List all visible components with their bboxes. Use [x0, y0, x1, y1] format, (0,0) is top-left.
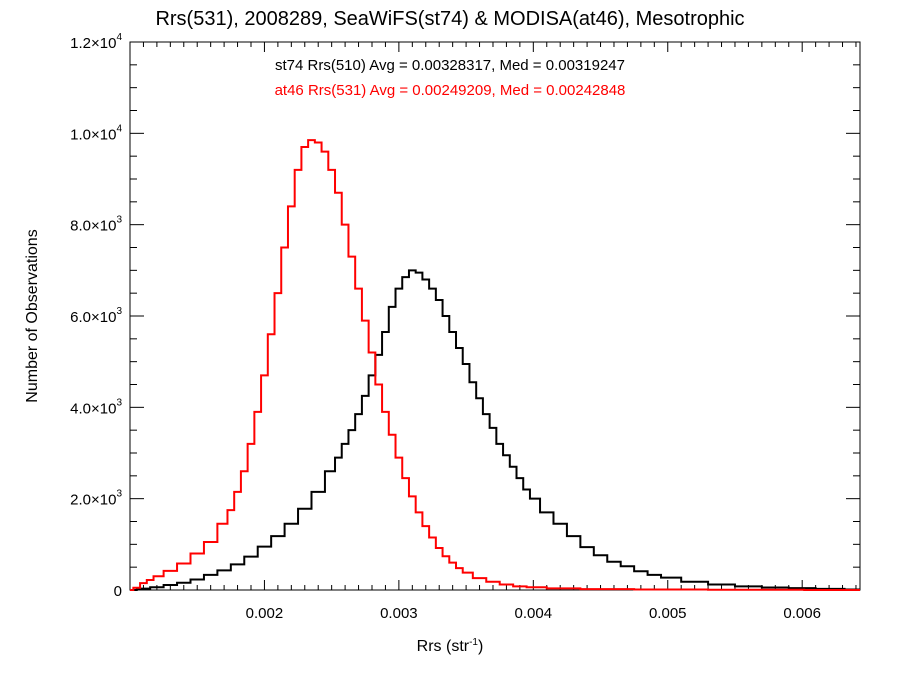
chart-title: Rrs(531), 2008289, SeaWiFS(st74) & MODIS… — [155, 8, 745, 30]
tick-labels: 0.002 0.003 0.004 0.005 0.006 0 2.0×103 4.0×103… — [70, 32, 821, 622]
series-st74-rrs-510-line — [130, 269, 860, 591]
x-axis-label-tail: ) — [478, 638, 484, 655]
y-tick-label: 0 — [114, 583, 122, 600]
y-axis-label: Number of Observations — [24, 229, 41, 403]
x-tick-label: 0.006 — [783, 605, 821, 622]
x-axis-label-main: Rrs (str — [416, 638, 470, 655]
annotation-at46: at46 Rrs(531) Avg = 0.00249209, Med = 0.… — [274, 82, 626, 99]
y-tick-label: 1.0×104 — [70, 123, 122, 143]
annotation-st74: st74 Rrs(510) Avg = 0.00328317, Med = 0.… — [275, 57, 625, 74]
x-tick-label: 0.002 — [246, 605, 284, 622]
x-tick-label: 0.003 — [380, 605, 418, 622]
y-tick-label: 6.0×103 — [70, 306, 122, 326]
y-tick-label: 4.0×103 — [70, 397, 122, 417]
y-tick-label: 2.0×103 — [70, 489, 122, 509]
axis-ticks — [130, 41, 860, 591]
x-tick-label: 0.004 — [515, 605, 553, 622]
series-layer — [130, 139, 860, 591]
series-at46-rrs-531-line — [130, 139, 860, 591]
plot-frame — [129, 41, 861, 591]
x-axis-label-exp: -1 — [469, 637, 478, 648]
x-axis-label: Rrs (str-1) — [0, 637, 900, 656]
x-tick-label: 0.005 — [649, 605, 687, 622]
y-tick-label: 8.0×103 — [70, 215, 122, 235]
y-tick-label: 1.2×104 — [70, 32, 122, 52]
